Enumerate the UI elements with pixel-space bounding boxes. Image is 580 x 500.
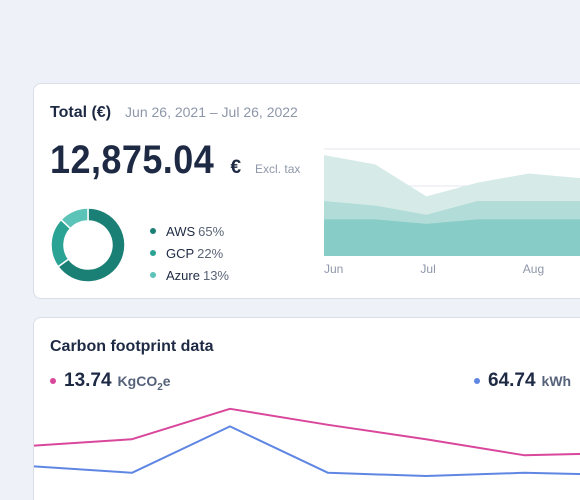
legend-item-aws: AWS 65% (150, 220, 229, 242)
co2-metric: 13.74 KgCO2e (50, 370, 171, 393)
area-x-tick-aug: Aug (523, 262, 544, 276)
carbon-line-chart (34, 407, 580, 477)
carbon-card-title: Carbon footprint data (50, 338, 214, 355)
legend-value-gcp: 22% (197, 245, 224, 261)
area-x-tick-jun: Jun (324, 262, 343, 276)
total-amount: 12,875.04 (50, 138, 215, 182)
co2-unit-subscript: 2 (157, 381, 163, 393)
kwh-value: 64.74 (488, 370, 536, 391)
co2-dot (50, 378, 56, 385)
energy-metric: 64.74 kWh (474, 370, 571, 392)
co2-line (34, 407, 580, 457)
legend-label-aws: AWS (166, 223, 196, 239)
legend-dot-gcp (150, 250, 156, 256)
legend-dot-aws (150, 228, 156, 234)
co2-unit-base: KgCO (117, 373, 158, 389)
kwh-dot (474, 378, 480, 384)
legend-item-gcp: GCP 22% (150, 242, 229, 264)
legend-dot-azure (150, 272, 156, 278)
legend-item-azure: Azure 13% (150, 264, 229, 286)
area-series-3 (324, 219, 580, 256)
provider-legend: AWS 65% GCP 22% Azure 13% (150, 220, 229, 286)
co2-value: 13.74 (64, 370, 112, 391)
cost-card-title: Total (€) (50, 104, 112, 121)
area-x-tick-jul: Jul (420, 262, 435, 276)
donut-slice-azure (59, 207, 89, 230)
total-cost: 12,875.04 € Excl. tax (50, 138, 300, 183)
provider-donut-chart (50, 207, 126, 283)
cost-summary-card: Total (€) Jun 26, 2021 – Jul 26, 2022 12… (33, 83, 580, 299)
legend-label-azure: Azure (166, 267, 200, 283)
tax-note: Excl. tax (255, 162, 301, 176)
date-range[interactable]: Jun 26, 2021 – Jul 26, 2022 (125, 104, 298, 120)
legend-value-azure: 13% (202, 267, 229, 283)
cost-card-header: Total (€) Jun 26, 2021 – Jul 26, 2022 (50, 104, 298, 122)
legend-label-gcp: GCP (166, 245, 195, 261)
carbon-footprint-card: Carbon footprint data 13.74 KgCO2e 64.74… (33, 317, 580, 500)
kwh-unit: kWh (541, 373, 572, 389)
donut-slice-aws (57, 207, 126, 283)
kwh-line (34, 425, 580, 477)
co2-unit-suffix: e (162, 373, 171, 389)
cost-area-chart: Jun Jul Aug (324, 148, 580, 276)
currency-symbol: € (230, 157, 242, 178)
carbon-card-header: Carbon footprint data (50, 338, 214, 356)
co2-unit: KgCO2e (118, 373, 171, 393)
legend-value-aws: 65% (198, 223, 225, 239)
